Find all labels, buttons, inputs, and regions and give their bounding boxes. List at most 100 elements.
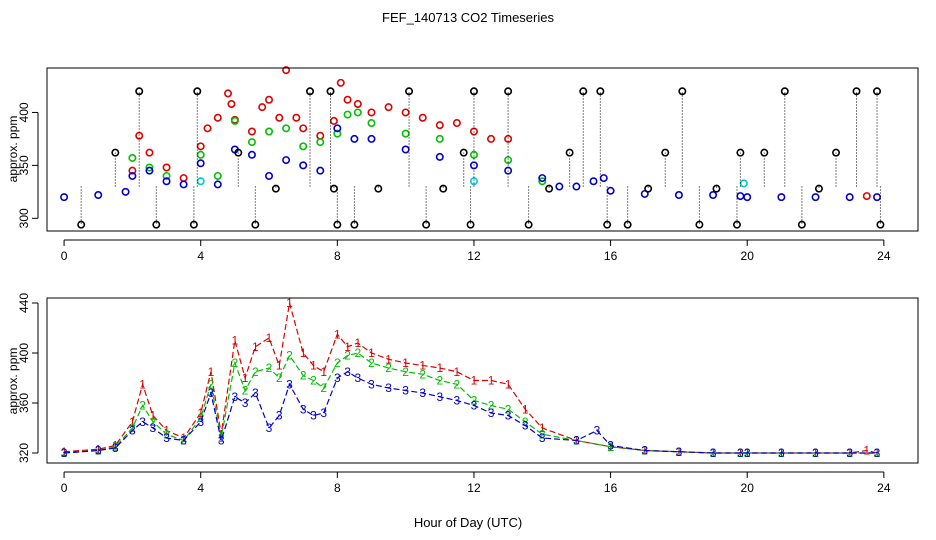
top-point-black bbox=[623, 220, 632, 229]
bottom-series-point-1: 1 bbox=[354, 336, 361, 350]
bottom-series-point-3: 3 bbox=[300, 402, 307, 416]
bottom-y-tick-label: 440 bbox=[17, 293, 31, 313]
top-point-red bbox=[224, 89, 233, 98]
top-point-blue bbox=[599, 174, 608, 183]
top-point-black bbox=[579, 87, 588, 96]
top-point-black bbox=[661, 148, 670, 157]
top-point-blue bbox=[743, 193, 752, 202]
bottom-series-point-3: 3 bbox=[344, 365, 351, 379]
bottom-series-point-2: 2 bbox=[276, 371, 283, 385]
top-point-blue bbox=[213, 180, 222, 189]
bottom-series-point-2: 2 bbox=[310, 374, 317, 388]
bottom-series-point-3: 3 bbox=[218, 434, 225, 448]
top-point-black bbox=[193, 87, 202, 96]
bottom-series-point-3: 3 bbox=[197, 415, 204, 429]
top-point-black bbox=[306, 87, 315, 96]
top-x-tick-label: 20 bbox=[741, 249, 755, 263]
bottom-series-point-3: 3 bbox=[139, 415, 146, 429]
top-y-tick-label: 400 bbox=[17, 102, 31, 122]
bottom-series-point-1: 1 bbox=[471, 374, 478, 388]
top-point-red bbox=[179, 174, 188, 183]
bottom-series-point-2: 2 bbox=[539, 427, 546, 441]
bottom-series-point-3: 3 bbox=[354, 371, 361, 385]
bottom-series-point-2: 2 bbox=[710, 446, 717, 460]
top-point-cyan bbox=[196, 177, 205, 186]
bottom-series-point-1: 1 bbox=[310, 359, 317, 373]
top-point-blue bbox=[162, 177, 171, 186]
top-point-black bbox=[565, 148, 574, 157]
top-point-blue bbox=[121, 187, 130, 196]
top-point-red bbox=[196, 142, 205, 151]
bottom-series-point-1: 1 bbox=[208, 365, 215, 379]
top-x-tick-label: 24 bbox=[877, 249, 891, 263]
top-point-blue bbox=[94, 191, 103, 200]
bottom-series-point-2: 2 bbox=[300, 369, 307, 383]
top-point-blue bbox=[350, 134, 359, 143]
top-point-black bbox=[135, 87, 144, 96]
bottom-series-point-1: 1 bbox=[129, 415, 136, 429]
bottom-series-point-3: 3 bbox=[846, 446, 853, 460]
top-point-black bbox=[814, 184, 823, 193]
bottom-series-point-1: 1 bbox=[95, 442, 102, 456]
bottom-series-point-3: 3 bbox=[276, 409, 283, 423]
bottom-y-tick-label: 400 bbox=[17, 343, 31, 363]
bottom-series-point-2: 2 bbox=[112, 440, 119, 454]
bottom-x-tick-label: 20 bbox=[741, 481, 755, 495]
bottom-series-point-1: 1 bbox=[286, 296, 293, 310]
top-point-blue bbox=[265, 171, 274, 180]
bottom-series-point-2: 2 bbox=[95, 444, 102, 458]
bottom-series-line-1 bbox=[64, 302, 878, 454]
top-point-cyan bbox=[739, 179, 748, 188]
bottom-series-point-3: 3 bbox=[505, 409, 512, 423]
top-x-tick-label: 16 bbox=[604, 249, 618, 263]
top-point-black bbox=[876, 220, 885, 229]
top-point-black bbox=[760, 148, 769, 157]
top-point-red bbox=[227, 99, 236, 108]
bottom-series-point-2: 2 bbox=[471, 394, 478, 408]
bottom-series-point-2: 2 bbox=[402, 365, 409, 379]
bottom-series-point-3: 3 bbox=[180, 434, 187, 448]
top-point-green bbox=[435, 134, 444, 143]
bottom-series-point-1: 1 bbox=[112, 439, 119, 453]
bottom-series-point-3: 3 bbox=[129, 424, 136, 438]
top-point-black bbox=[459, 148, 468, 157]
bottom-series-point-2: 2 bbox=[354, 346, 361, 360]
top-point-red bbox=[401, 108, 410, 117]
bottom-series-point-2: 2 bbox=[385, 361, 392, 375]
bottom-series-point-3: 3 bbox=[95, 444, 102, 458]
top-point-black bbox=[603, 220, 612, 229]
bottom-series-point-3: 3 bbox=[436, 390, 443, 404]
bottom-series-point-3: 3 bbox=[252, 386, 259, 400]
top-point-red bbox=[213, 113, 222, 122]
bottom-series-point-2: 2 bbox=[197, 411, 204, 425]
bottom-series-point-1: 1 bbox=[163, 424, 170, 438]
bottom-series-point-1: 1 bbox=[61, 445, 68, 459]
chart-title: FEF_140713 CO2 Timeseries bbox=[382, 10, 554, 25]
top-point-black bbox=[678, 87, 687, 96]
bottom-panel-ylabel: approx. ppm bbox=[6, 348, 20, 415]
top-point-cyan bbox=[469, 177, 478, 186]
top-point-black bbox=[545, 184, 554, 193]
top-point-red bbox=[435, 121, 444, 130]
bottom-series-point-1: 1 bbox=[385, 352, 392, 366]
bottom-series-line-2 bbox=[64, 352, 878, 454]
top-point-black bbox=[234, 148, 243, 157]
top-point-black bbox=[350, 220, 359, 229]
top-point-blue bbox=[367, 134, 376, 143]
bottom-x-tick-label: 12 bbox=[467, 481, 481, 495]
bottom-series-point-1: 1 bbox=[300, 346, 307, 360]
top-point-green bbox=[333, 129, 342, 138]
top-point-black bbox=[326, 87, 335, 96]
bottom-series-point-1: 1 bbox=[150, 409, 157, 423]
top-point-red bbox=[203, 124, 212, 133]
top-point-blue bbox=[435, 152, 444, 161]
bottom-series-line-3 bbox=[64, 371, 878, 454]
top-x-tick-label: 12 bbox=[467, 249, 481, 263]
bottom-x-tick-label: 8 bbox=[334, 481, 341, 495]
bottom-series-point-2: 2 bbox=[129, 421, 136, 435]
bottom-series-point-2: 2 bbox=[163, 427, 170, 441]
bottom-series-point-3: 3 bbox=[163, 431, 170, 445]
bottom-series-point-2: 2 bbox=[676, 445, 683, 459]
bottom-series-point-2: 2 bbox=[232, 356, 239, 370]
